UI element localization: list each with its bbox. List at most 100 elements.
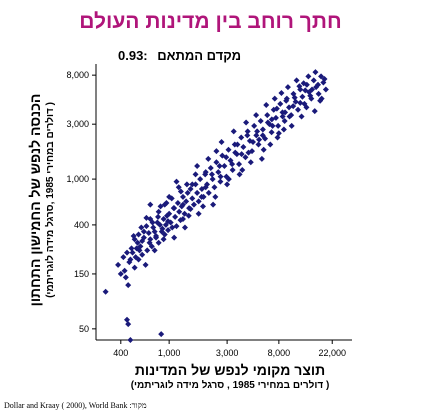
data-point bbox=[144, 247, 151, 254]
data-point bbox=[172, 213, 179, 220]
data-point bbox=[205, 189, 212, 196]
data-point bbox=[281, 117, 288, 124]
x-tick-label: 3,000 bbox=[216, 348, 239, 358]
data-point bbox=[253, 112, 260, 119]
data-point bbox=[268, 116, 275, 123]
data-point bbox=[117, 270, 124, 277]
data-point bbox=[115, 261, 122, 268]
data-point bbox=[181, 224, 188, 231]
data-point bbox=[176, 208, 183, 215]
data-point bbox=[187, 186, 194, 193]
data-point bbox=[251, 122, 258, 129]
data-point bbox=[305, 73, 312, 80]
data-point bbox=[127, 337, 134, 343]
data-point bbox=[293, 77, 300, 84]
data-point bbox=[138, 224, 145, 231]
data-point bbox=[318, 73, 325, 80]
data-point bbox=[215, 169, 222, 176]
y-axis-title: הכנסה לנפש של החמישון התחתון ( דולרים במ… bbox=[27, 60, 65, 340]
data-point bbox=[209, 176, 216, 183]
data-point bbox=[173, 223, 180, 230]
data-point bbox=[273, 105, 280, 112]
y-tick-label: 3,000 bbox=[66, 119, 89, 129]
data-point bbox=[158, 331, 165, 338]
data-point bbox=[217, 178, 224, 185]
x-axis-label: תוצר מקומי לנפש של המדינות bbox=[134, 362, 326, 378]
data-point bbox=[213, 159, 220, 166]
x-tick-label: 400 bbox=[113, 348, 128, 358]
data-point bbox=[130, 233, 137, 240]
data-point bbox=[217, 173, 224, 180]
data-point bbox=[179, 201, 186, 208]
data-point bbox=[238, 151, 245, 158]
data-point bbox=[238, 134, 245, 141]
data-point bbox=[300, 80, 307, 87]
data-point bbox=[166, 210, 173, 217]
correlation-value: 0.93: bbox=[118, 48, 148, 63]
data-point bbox=[183, 181, 190, 188]
data-point bbox=[216, 162, 223, 169]
data-point bbox=[145, 230, 152, 237]
x-axis-title: תוצר מקומי לנפש של המדינות ( דולרים במחי… bbox=[60, 362, 400, 391]
correlation-text: מקדם המתאם bbox=[157, 48, 242, 63]
data-point bbox=[280, 126, 287, 133]
data-point bbox=[173, 178, 180, 185]
data-point bbox=[185, 212, 192, 219]
data-point bbox=[197, 176, 204, 183]
data-point bbox=[190, 201, 197, 208]
data-point bbox=[212, 193, 219, 200]
data-point bbox=[259, 132, 266, 139]
data-point bbox=[179, 193, 186, 200]
data-point bbox=[189, 181, 196, 188]
data-point bbox=[271, 95, 278, 102]
data-point bbox=[249, 139, 256, 146]
data-point bbox=[120, 254, 127, 261]
data-point bbox=[224, 181, 231, 188]
data-point bbox=[140, 228, 147, 235]
data-point bbox=[284, 84, 291, 91]
data-point bbox=[165, 218, 172, 225]
data-point bbox=[244, 128, 251, 135]
data-point bbox=[257, 117, 264, 124]
data-point bbox=[169, 224, 176, 231]
data-point bbox=[171, 234, 178, 241]
data-point bbox=[143, 214, 150, 221]
data-point bbox=[242, 154, 249, 161]
data-point bbox=[223, 154, 230, 161]
data-point bbox=[142, 261, 149, 268]
data-point bbox=[310, 77, 317, 84]
data-point bbox=[139, 251, 146, 258]
data-point bbox=[194, 162, 201, 169]
data-point bbox=[124, 316, 131, 323]
data-point bbox=[312, 69, 319, 76]
data-point bbox=[205, 155, 212, 162]
data-point bbox=[288, 122, 295, 129]
y-tick-label: 400 bbox=[74, 220, 89, 230]
data-point bbox=[189, 195, 196, 202]
y-tick-label: 150 bbox=[74, 269, 89, 279]
data-point bbox=[282, 109, 289, 116]
data-point bbox=[146, 239, 153, 246]
data-point bbox=[125, 321, 132, 328]
data-point bbox=[218, 139, 225, 146]
data-point bbox=[315, 90, 322, 97]
data-point bbox=[184, 189, 191, 196]
data-point bbox=[253, 132, 260, 139]
data-point bbox=[126, 259, 133, 266]
data-point bbox=[149, 219, 156, 226]
data-point bbox=[269, 122, 276, 129]
data-point bbox=[174, 199, 181, 206]
data-point bbox=[243, 119, 250, 126]
data-point bbox=[268, 129, 275, 136]
data-point bbox=[158, 228, 165, 235]
data-point bbox=[225, 146, 232, 153]
data-point bbox=[151, 247, 158, 254]
y-axis-label: הכנסה לנפש של החמישון התחתון bbox=[27, 93, 43, 307]
data-point bbox=[255, 141, 262, 148]
data-point bbox=[202, 184, 209, 191]
data-point bbox=[102, 288, 109, 295]
data-point bbox=[258, 155, 265, 162]
data-point bbox=[278, 89, 285, 96]
data-point bbox=[286, 104, 293, 111]
